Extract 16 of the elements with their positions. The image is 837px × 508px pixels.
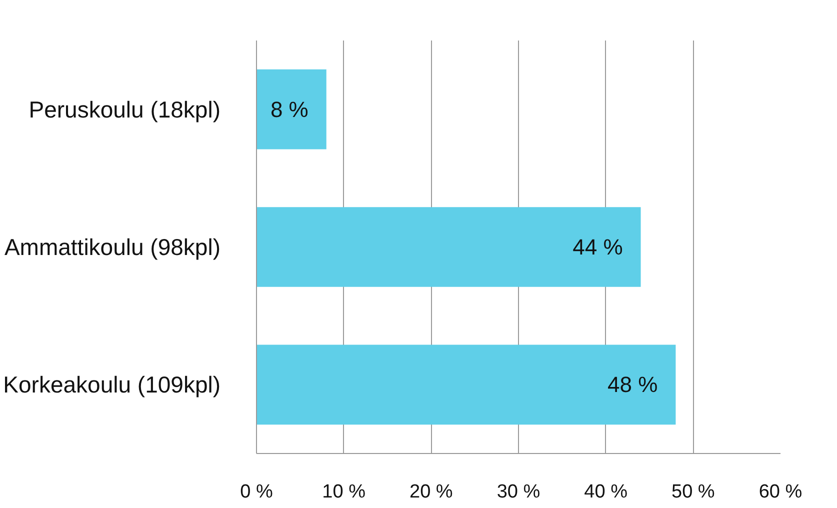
bar [256, 69, 326, 150]
y-tick-label: Peruskoulu (18kpl) [28, 96, 221, 122]
data-label: 8 % [270, 96, 308, 122]
x-tick-label: 40 % [584, 482, 628, 502]
x-tick-label: 10 % [322, 482, 366, 502]
x-tick-label: 0 % [240, 482, 273, 502]
y-tick-label: Ammattikoulu (98kpl) [4, 234, 221, 260]
x-tick-label: 60 % [758, 482, 802, 502]
x-tick-label: 50 % [672, 482, 715, 502]
data-label: 48 % [608, 372, 658, 398]
bar [256, 207, 641, 287]
x-tick-label: 30 % [496, 482, 540, 502]
bar [256, 344, 676, 425]
data-label: 44 % [572, 234, 623, 260]
y-tick-label: Korkeakoulu (109kpl) [3, 372, 220, 398]
x-tick-label: 20 % [410, 482, 453, 502]
